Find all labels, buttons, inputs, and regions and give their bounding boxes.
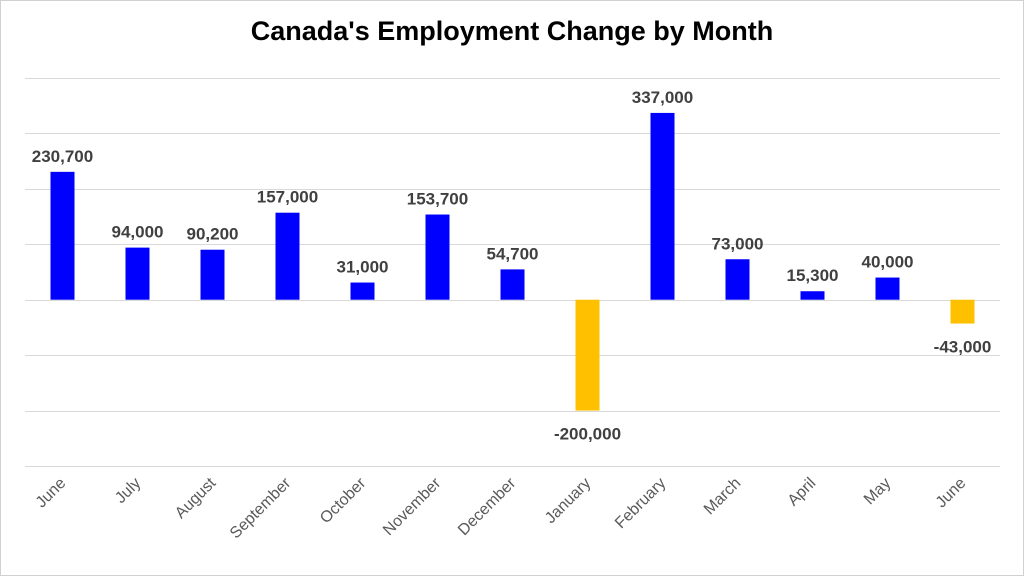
value-label-9: 73,000 (712, 234, 764, 253)
category-label-0: June (33, 475, 70, 512)
bar-0 (50, 171, 75, 300)
category-label-1: July (112, 475, 144, 507)
category-labels: June July August September October November De… (33, 474, 970, 542)
bar-11 (875, 277, 900, 300)
value-label-3: 157,000 (257, 188, 318, 207)
chart-title: Canada's Employment Change by Month (250, 16, 774, 46)
category-label-4: October (317, 474, 370, 527)
bar-7 (575, 299, 600, 411)
bars (50, 112, 975, 411)
value-label-7: -200,000 (554, 425, 621, 444)
bar-5 (425, 214, 450, 300)
bar-4 (350, 282, 375, 300)
category-label-8: February (612, 475, 669, 532)
value-label-2: 90,200 (187, 225, 239, 244)
category-label-10: April (785, 475, 820, 510)
bar-1 (125, 247, 150, 300)
category-label-9: March (701, 475, 744, 518)
value-label-0: 230,700 (32, 147, 93, 166)
value-labels: 230,700 94,000 90,200 157,000 31,000 153,700 5… (32, 88, 992, 444)
bar-10 (800, 291, 825, 300)
gridlines (25, 78, 1000, 467)
value-label-5: 153,700 (407, 190, 468, 209)
category-label-6: December (455, 474, 520, 539)
category-label-11: May (861, 475, 894, 508)
bar-8 (650, 112, 675, 300)
value-label-10: 15,300 (787, 266, 839, 285)
value-label-1: 94,000 (112, 223, 164, 242)
bar-2 (200, 249, 225, 300)
value-label-12: -43,000 (934, 338, 992, 357)
bar-6 (500, 269, 525, 300)
value-label-11: 40,000 (862, 253, 914, 272)
category-label-2: August (172, 474, 220, 522)
value-label-4: 31,000 (337, 258, 389, 277)
value-label-8: 337,000 (632, 88, 693, 107)
value-label-6: 54,700 (487, 244, 539, 263)
category-label-7: January (542, 475, 594, 527)
category-label-5: November (380, 474, 445, 539)
bar-9 (725, 259, 750, 300)
category-label-3: September (227, 474, 295, 542)
bar-12 (950, 299, 975, 324)
category-label-12: June (933, 475, 970, 512)
bar-3 (275, 212, 300, 300)
